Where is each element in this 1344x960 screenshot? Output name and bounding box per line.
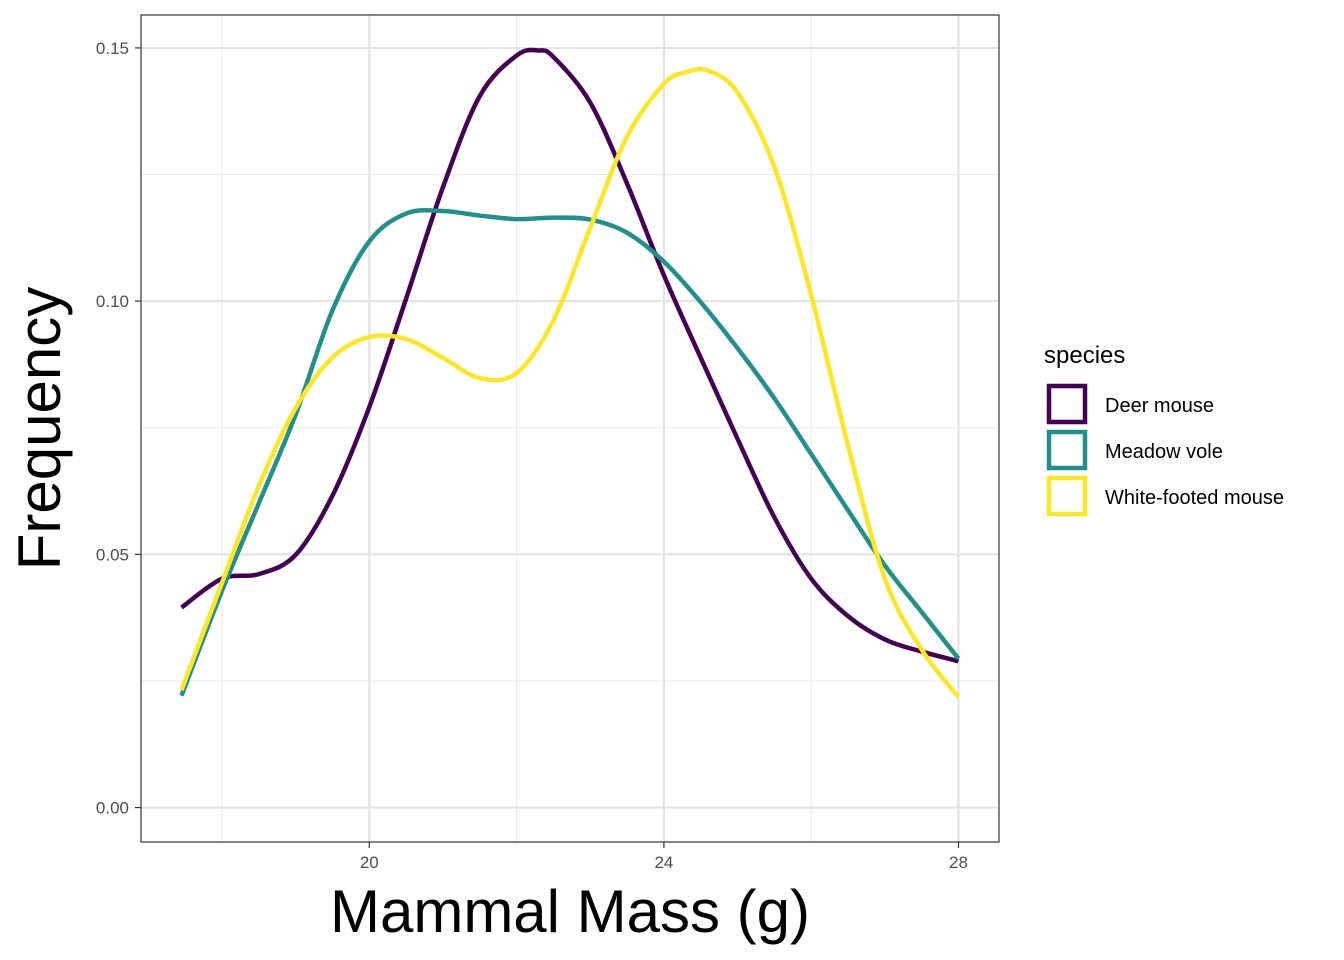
legend: species Deer mouse Meadow vole White-foote… [1044,342,1284,517]
y-tick-label: 0.00 [96,799,129,818]
legend-items: Deer mouse Meadow vole White-footed mouse [1046,383,1284,517]
x-tick-label: 20 [360,853,379,872]
series-line-white-footed-mouse [179,66,961,699]
series-lines [179,47,961,699]
y-axis-title: Frequency [6,287,73,570]
legend-label-deer-mouse: Deer mouse [1105,395,1214,417]
plot-panel-border [140,14,1000,843]
legend-key-white-footed-mouse [1046,475,1088,517]
legend-key-meadow-vole [1046,429,1088,471]
x-tick-label: 24 [654,853,673,872]
x-axis-title: Mammal Mass (g) [330,878,810,945]
y-tick-label: 0.05 [96,545,129,564]
legend-key-deer-mouse [1046,383,1088,425]
legend-label-white-footed-mouse: White-footed mouse [1105,487,1284,509]
y-tick-label: 0.15 [96,39,129,58]
legend-label-meadow-vole: Meadow vole [1105,441,1223,463]
y-tick-label: 0.10 [96,292,129,311]
axis-ticks: 20 24 28 0.00 0.05 0.10 0.15 [96,39,968,872]
series-line-deer-mouse [180,47,960,664]
grid-lines [141,15,999,842]
x-tick-label: 28 [949,853,968,872]
series-line-meadow-vole [179,207,961,697]
legend-title: species [1044,342,1125,369]
